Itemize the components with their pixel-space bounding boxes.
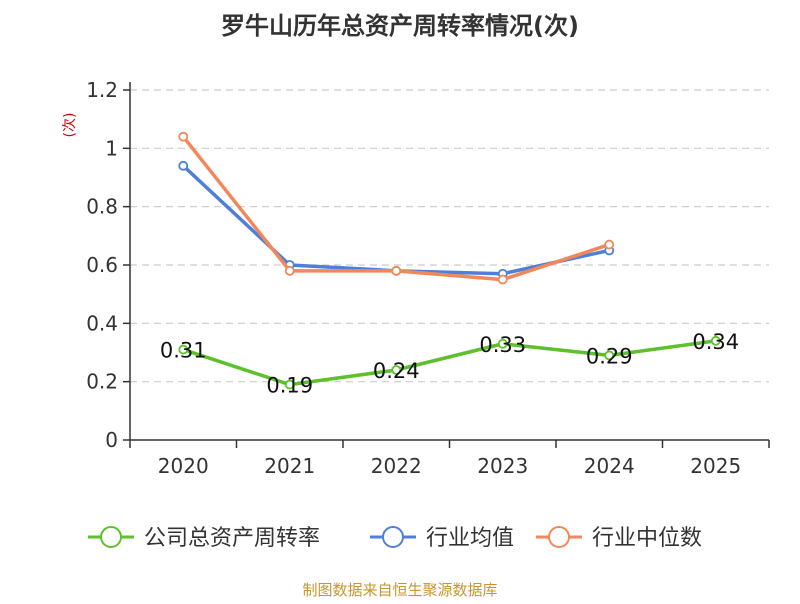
y-tick-label: 0.8 (86, 195, 118, 219)
data-point (178, 160, 189, 171)
y-tick-label: 1 (105, 136, 118, 160)
chart-title: 罗牛山历年总资产周转率情况(次) (221, 12, 579, 40)
legend-label: 行业均值 (426, 526, 514, 551)
legend-marker (548, 526, 570, 548)
x-tick-label: 2024 (584, 454, 635, 478)
x-tick-label: 2025 (690, 454, 741, 478)
series-layer (178, 131, 721, 390)
data-point (284, 265, 295, 276)
y-tick-label: 0 (105, 428, 118, 452)
data-point (284, 379, 295, 390)
legend-label: 行业中位数 (592, 526, 702, 551)
data-label: 0.24 (373, 359, 420, 383)
source-note: 制图数据来自恒生聚源数据库 (302, 581, 497, 599)
series-line (181, 135, 610, 282)
y-tick-label: 0.2 (86, 370, 118, 394)
x-tick-label: 2022 (371, 454, 422, 478)
y-tick-label: 0.4 (86, 311, 118, 335)
data-point (710, 335, 721, 346)
y-tick-label: 0.6 (86, 253, 118, 277)
x-tick-label: 2021 (264, 454, 315, 478)
legend-marker (100, 526, 122, 548)
data-label: 0.33 (479, 333, 526, 357)
data-point (604, 239, 615, 250)
series-line (182, 339, 716, 387)
data-labels: 0.31 0.19 0.24 0.33 0.29 0.34 (160, 330, 739, 398)
data-label: 0.29 (586, 344, 633, 368)
legend: 公司总资产周转率 行业均值 行业中位数 (88, 526, 702, 551)
data-point (391, 265, 402, 276)
data-point (178, 344, 189, 355)
legend-label: 公司总资产周转率 (144, 526, 320, 551)
x-tick-label: 2023 (477, 454, 528, 478)
grid-lines (130, 89, 769, 383)
data-point (604, 350, 615, 361)
data-label: 0.34 (692, 330, 739, 354)
data-point (391, 365, 402, 375)
y-tick-label: 1.2 (86, 78, 118, 102)
data-label: 0.31 (160, 339, 207, 363)
data-label: 0.19 (266, 374, 313, 398)
x-tick-label: 2020 (158, 454, 209, 478)
axes: 0 0.2 0.4 0.6 0.8 1 1.2 2020 2021 2022 2023 2024 202… (86, 78, 770, 478)
data-point (178, 131, 189, 142)
legend-marker (382, 526, 404, 548)
data-point (497, 338, 508, 349)
y-axis-label: (次) (62, 113, 78, 138)
data-point (497, 274, 508, 285)
